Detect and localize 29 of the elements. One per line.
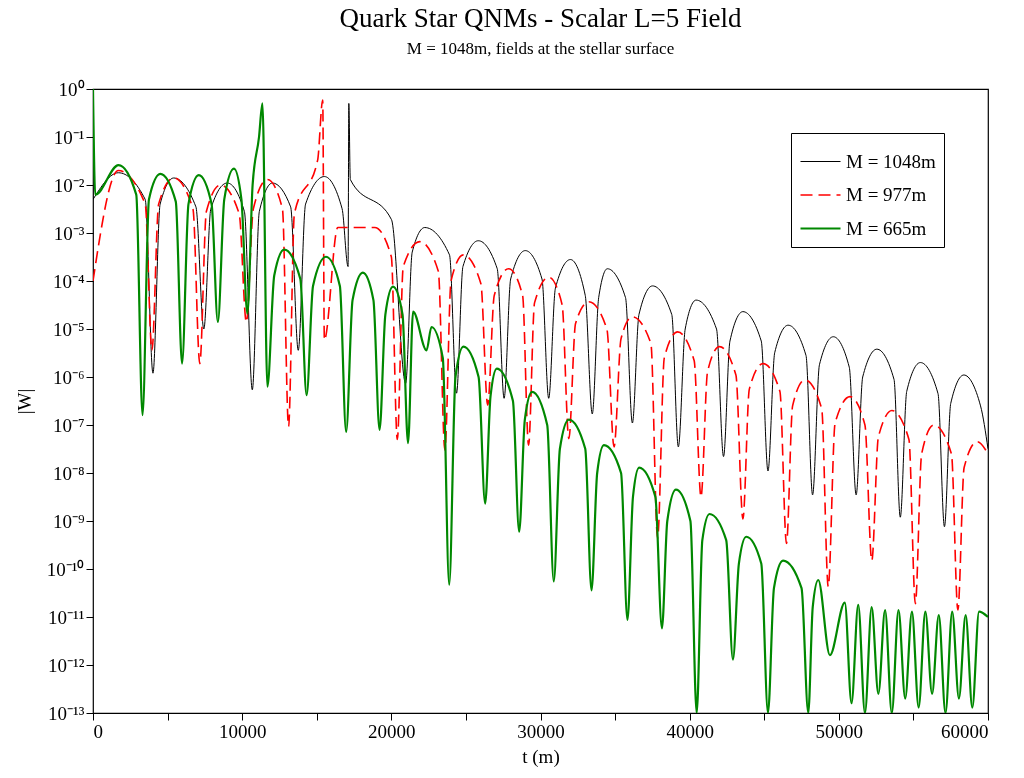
legend-label: M = 665m bbox=[846, 217, 927, 239]
x-axis-title: t (m) bbox=[522, 745, 560, 768]
y-tick-label: 10⁻² bbox=[53, 174, 85, 196]
y-tick-label: 10⁻⁷ bbox=[52, 414, 85, 436]
x-tick-label: 20000 bbox=[368, 720, 416, 742]
y-tick-label: 10⁻¹³ bbox=[48, 702, 85, 724]
y-tick-label: 10⁻¹ bbox=[53, 126, 85, 148]
x-tick-label: 0 bbox=[93, 720, 103, 742]
legend-label: M = 977m bbox=[846, 184, 927, 205]
y-tick-label: 10⁻¹¹ bbox=[48, 606, 85, 628]
x-tick-label: 60000 bbox=[941, 720, 989, 742]
x-tick-label: 40000 bbox=[666, 720, 714, 742]
chart-title: Quark Star QNMs - Scalar L=5 Field bbox=[339, 3, 743, 33]
y-tick-label: 10⁻⁴ bbox=[52, 270, 85, 292]
y-tick-label: 10⁻⁵ bbox=[52, 318, 85, 340]
legend-label: M = 1048m bbox=[846, 150, 937, 172]
y-tick-label: 10⁻¹² bbox=[48, 654, 85, 676]
y-tick-label: 10⁻⁸ bbox=[52, 462, 85, 484]
y-tick-label: 10⁻³ bbox=[53, 222, 85, 244]
x-tick-label: 50000 bbox=[815, 720, 864, 742]
x-tick-label: 30000 bbox=[517, 720, 565, 742]
y-tick-label: 10⁻¹⁰ bbox=[46, 558, 85, 580]
y-tick-label: 10⁰ bbox=[58, 78, 85, 100]
chart-subtitle: M = 1048m, fields at the stellar surface bbox=[406, 39, 675, 58]
x-tick-label: 10000 bbox=[218, 720, 267, 742]
line-series bbox=[93, 99, 988, 611]
y-axis-title: |W| bbox=[13, 388, 35, 415]
y-tick-label: 10⁻⁶ bbox=[52, 366, 85, 388]
y-tick-label: 10⁻⁹ bbox=[52, 510, 85, 532]
